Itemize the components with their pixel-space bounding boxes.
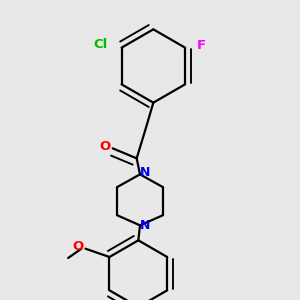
Text: Cl: Cl xyxy=(94,38,108,52)
Text: O: O xyxy=(73,241,84,254)
Text: N: N xyxy=(140,219,151,232)
Text: N: N xyxy=(140,167,151,179)
Text: O: O xyxy=(100,140,111,154)
Text: F: F xyxy=(196,39,206,52)
